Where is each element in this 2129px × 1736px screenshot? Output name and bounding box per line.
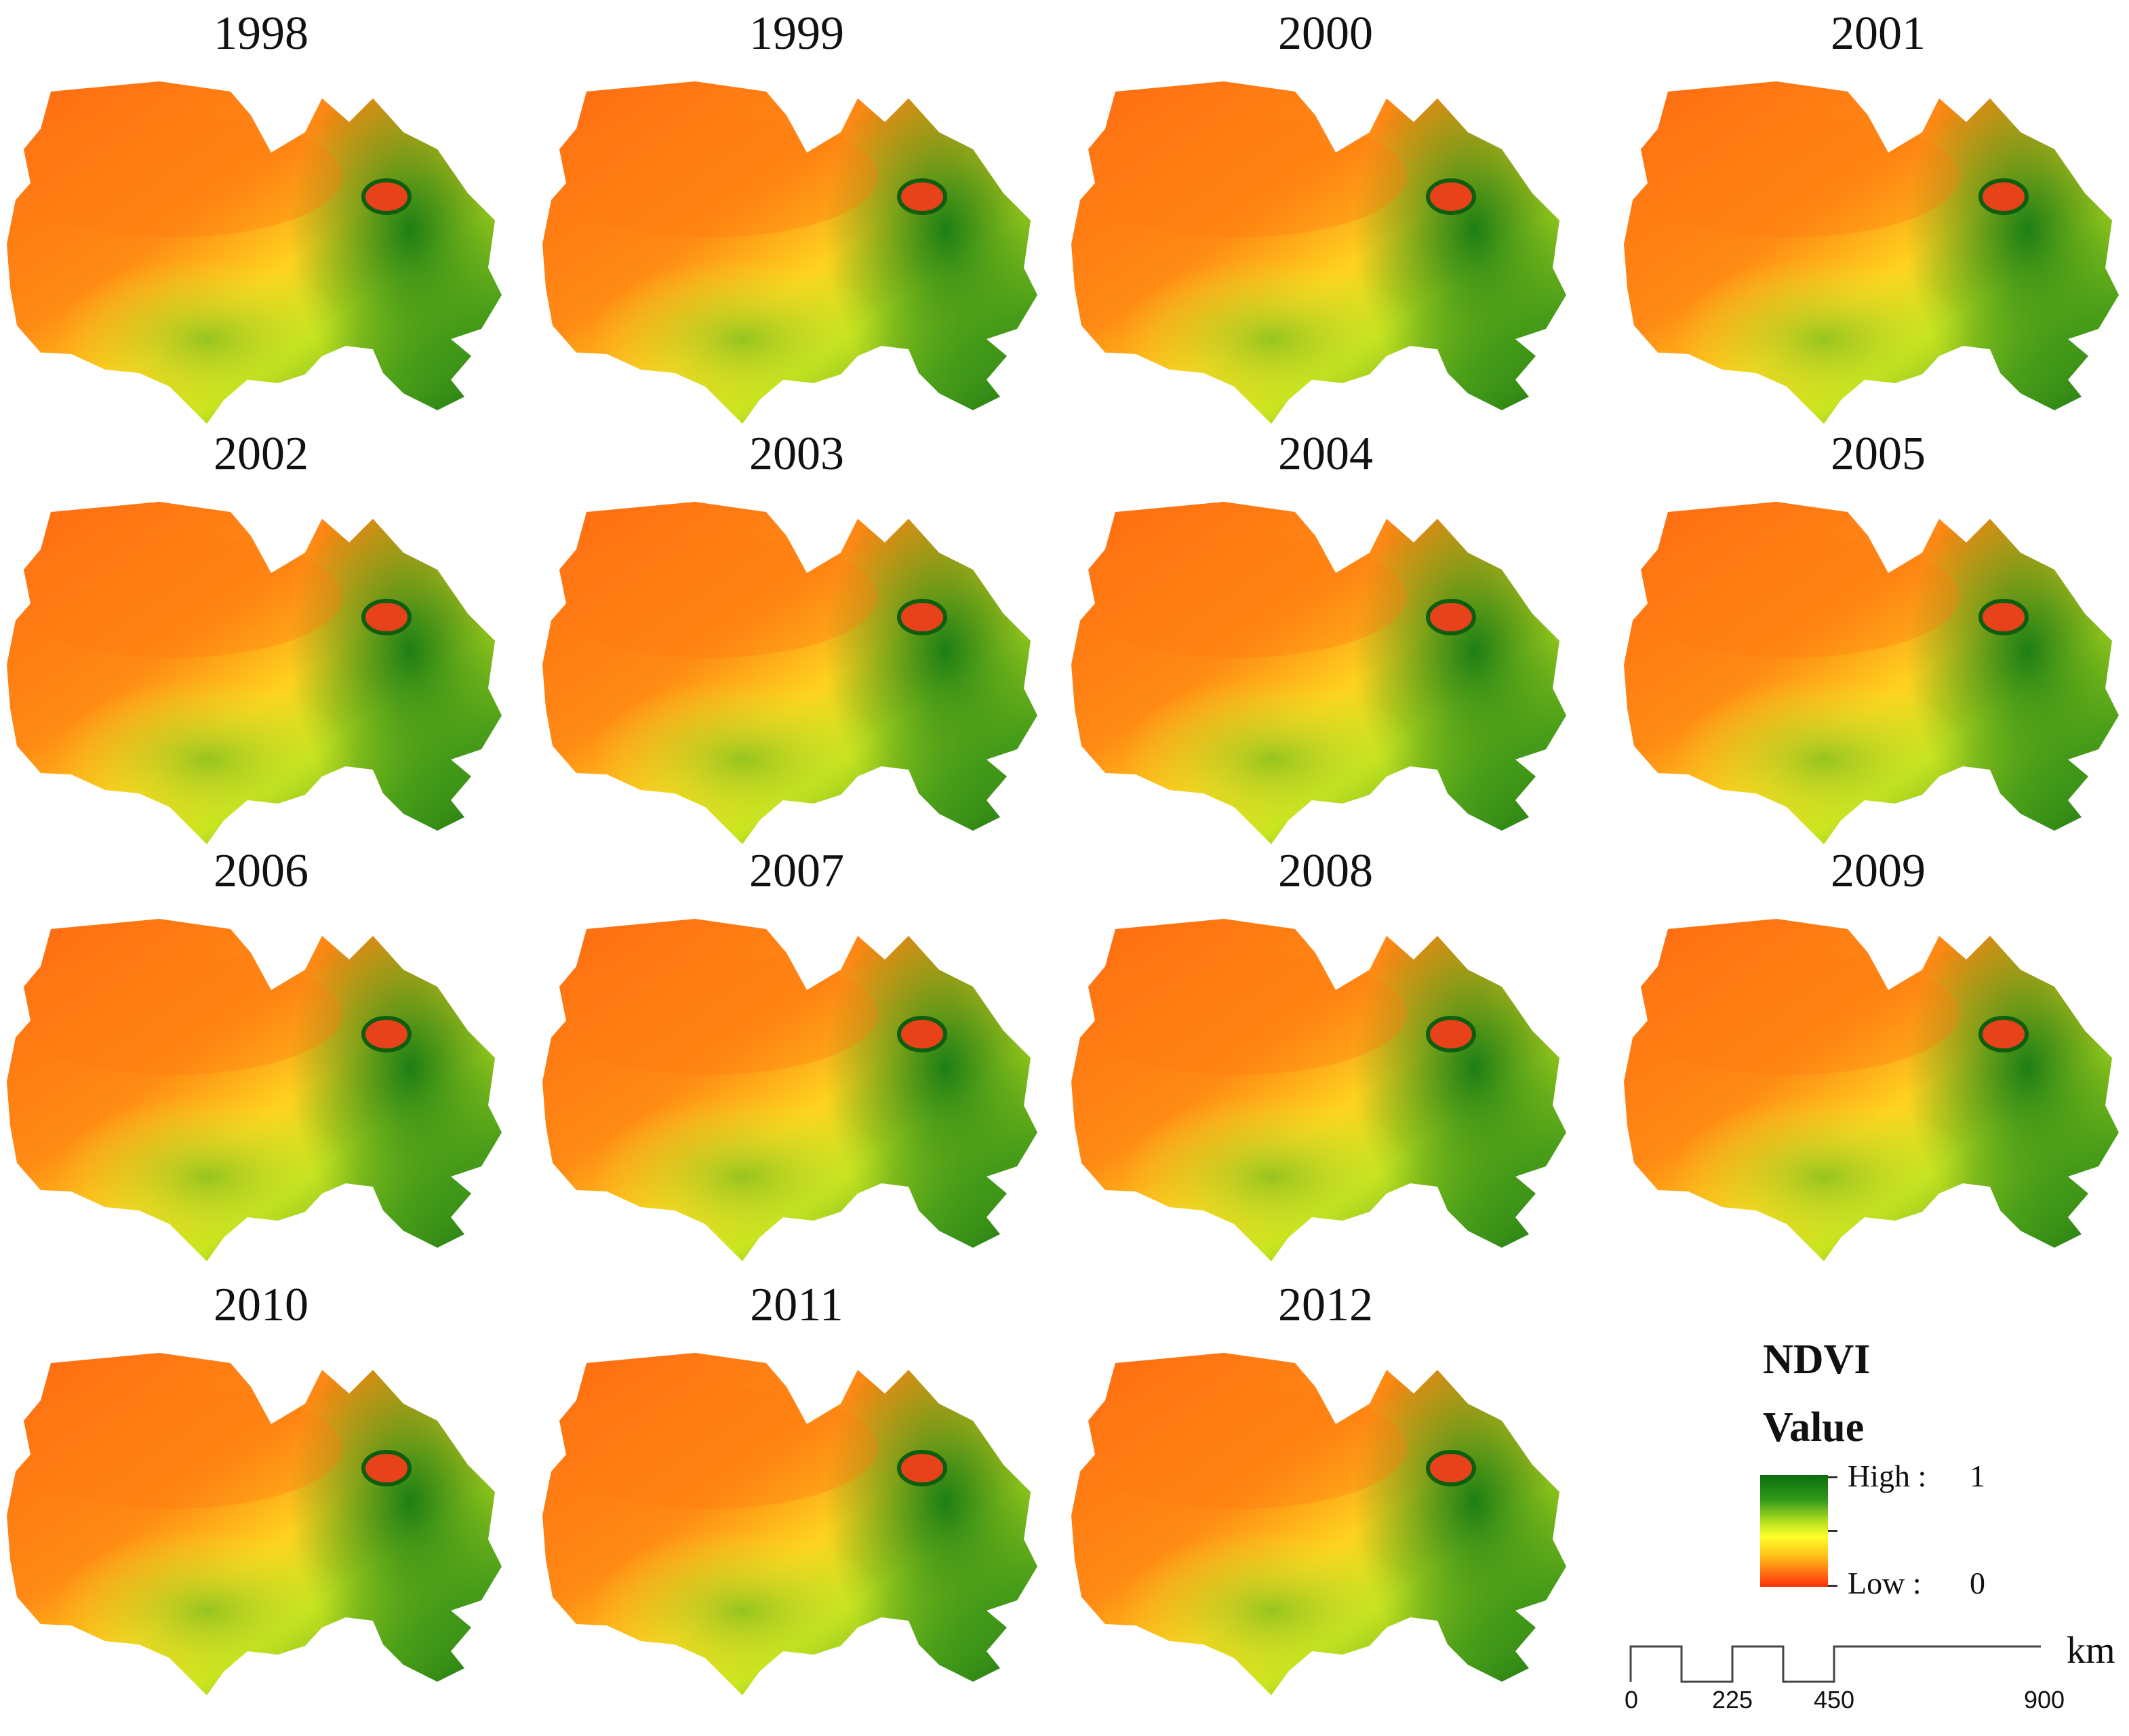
map-panel-2005: 2005 <box>1620 427 2129 844</box>
ndvi-map <box>1071 81 1566 424</box>
legend-subtitle: Value <box>1763 1404 1865 1451</box>
year-label: 2001 <box>1831 7 1926 60</box>
ndvi-map <box>7 1353 502 1695</box>
map-panel-2012: 2012 <box>1068 1278 1583 1695</box>
lake-feature <box>1426 178 1476 215</box>
lake-feature <box>1426 1450 1476 1486</box>
lake-feature <box>361 1016 412 1052</box>
scale-bar-graphic <box>1629 1645 2041 1683</box>
ndvi-map <box>1071 1353 1566 1695</box>
year-label: 1999 <box>749 7 844 60</box>
ndvi-map <box>1071 919 1566 1261</box>
year-label: 2009 <box>1831 845 1926 897</box>
year-label: 2004 <box>1278 428 1373 480</box>
scale-bar-tick-225: 225 <box>1712 1686 1753 1714</box>
legend-title: NDVI <box>1763 1337 1871 1383</box>
legend-tick-high <box>1828 1476 1837 1478</box>
ndvi-map <box>542 81 1037 424</box>
legend-color-ramp <box>1760 1475 1828 1587</box>
scale-bar-tick-450: 450 <box>1814 1686 1855 1714</box>
ndvi-map <box>1624 502 2119 844</box>
map-panel-1999: 1999 <box>539 7 1054 424</box>
map-panel-1998: 1998 <box>3 7 519 424</box>
ndvi-legend: NDVI Value High : 1 Low : 0 <box>1749 1329 2129 1736</box>
lake-feature <box>897 599 947 635</box>
year-label: 2006 <box>214 845 309 897</box>
map-panel-2004: 2004 <box>1068 427 1583 844</box>
year-label: 2005 <box>1831 428 1926 480</box>
legend-low-label: Low : <box>1848 1566 1922 1600</box>
ndvi-map <box>542 1353 1037 1695</box>
year-label: 2008 <box>1278 845 1373 897</box>
year-label: 2002 <box>214 428 309 480</box>
year-label: 2007 <box>749 845 844 897</box>
legend-tick-low <box>1828 1585 1837 1587</box>
lake-feature <box>1978 599 2029 635</box>
year-label: 1998 <box>214 7 309 60</box>
legend-tick-mid <box>1828 1530 1837 1532</box>
map-panel-2007: 2007 <box>539 844 1054 1261</box>
lake-feature <box>361 1450 412 1486</box>
scale-bar: km 0 225 450 900 <box>1625 1630 2129 1735</box>
year-label: 2011 <box>750 1279 843 1331</box>
year-label: 2003 <box>749 428 844 480</box>
lake-feature <box>361 178 412 215</box>
lake-feature <box>1978 1016 2029 1052</box>
scale-bar-tick-900: 900 <box>2024 1686 2065 1714</box>
scale-bar-unit: km <box>2067 1630 2115 1672</box>
map-panel-2010: 2010 <box>3 1278 519 1695</box>
map-panel-2000: 2000 <box>1068 7 1583 424</box>
ndvi-map <box>1071 502 1566 844</box>
legend-low-value: 0 <box>1970 1566 1985 1600</box>
year-label: 2010 <box>214 1279 309 1331</box>
lake-feature <box>1978 178 2029 215</box>
year-label: 2012 <box>1278 1279 1373 1331</box>
ndvi-map <box>7 502 502 844</box>
ndvi-map <box>1624 919 2119 1261</box>
lake-feature <box>1426 599 1476 635</box>
map-panel-2002: 2002 <box>3 427 519 844</box>
map-panel-2008: 2008 <box>1068 844 1583 1261</box>
legend-high-label: High : <box>1848 1459 1927 1493</box>
lake-feature <box>897 178 947 215</box>
map-panel-2006: 2006 <box>3 844 519 1261</box>
legend-high-value: 1 <box>1970 1459 1985 1493</box>
lake-feature <box>897 1016 947 1052</box>
scale-bar-tick-0: 0 <box>1625 1686 1639 1714</box>
ndvi-map <box>542 919 1037 1261</box>
ndvi-map <box>7 81 502 424</box>
map-panel-2001: 2001 <box>1620 7 2129 424</box>
lake-feature <box>1426 1016 1476 1052</box>
year-label: 2000 <box>1278 7 1373 60</box>
lake-feature <box>897 1450 947 1486</box>
map-panel-2009: 2009 <box>1620 844 2129 1261</box>
ndvi-map <box>7 919 502 1261</box>
lake-feature <box>361 599 412 635</box>
map-panel-2003: 2003 <box>539 427 1054 844</box>
ndvi-map <box>542 502 1037 844</box>
map-panel-2011: 2011 <box>539 1278 1054 1695</box>
ndvi-map <box>1624 81 2119 424</box>
